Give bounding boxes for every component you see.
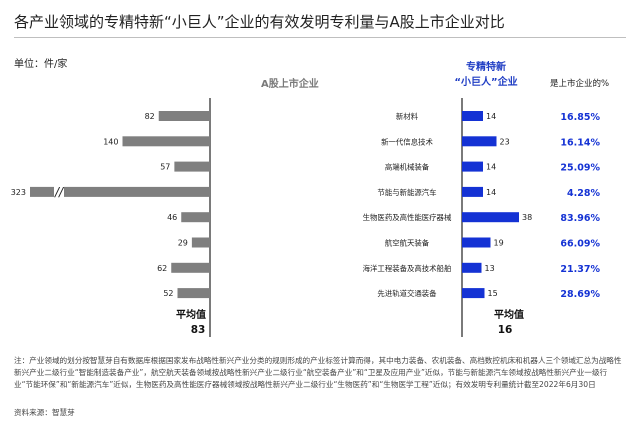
a-share-bar bbox=[174, 161, 210, 172]
sme-bar bbox=[462, 186, 483, 197]
category-label: 海洋工程装备及高技术船舶 bbox=[363, 264, 452, 273]
sme-bar bbox=[462, 161, 483, 172]
sme-value-label: 23 bbox=[500, 137, 510, 146]
category-label: 航空航天装备 bbox=[385, 239, 430, 248]
a-share-average-label: 平均值 bbox=[176, 308, 206, 321]
sme-value-label: 13 bbox=[485, 264, 495, 273]
category-label: 高端机械装备 bbox=[385, 163, 430, 172]
sme-bar bbox=[462, 288, 485, 299]
a-share-bar bbox=[30, 186, 210, 197]
a-share-average-value: 83 bbox=[191, 324, 206, 336]
chart-title: 各产业领域的专精特新“小巨人”企业的有效发明专利量与A股上市企业对比 bbox=[14, 13, 505, 31]
a-share-value-label: 29 bbox=[178, 239, 188, 248]
sme-value-label: 14 bbox=[486, 112, 496, 121]
sme-bar bbox=[462, 111, 483, 121]
sme-average-value: 16 bbox=[498, 324, 513, 336]
sme-value-label: 19 bbox=[494, 239, 504, 248]
sme-bar bbox=[462, 237, 491, 248]
sme-value-label: 14 bbox=[486, 163, 496, 172]
source-note: 资料来源：智慧芽 bbox=[14, 408, 75, 417]
sme-bar bbox=[462, 212, 519, 223]
category-label: 生物医药及高性能医疗器械 bbox=[363, 213, 452, 222]
sme-header-line2: “小巨人”企业 bbox=[454, 77, 518, 88]
unit-label: 单位：件/家 bbox=[14, 59, 68, 70]
sme-value-label: 14 bbox=[486, 188, 496, 197]
a-share-bar bbox=[191, 237, 210, 248]
ratio-value-label: 21.37% bbox=[560, 264, 600, 275]
sme-header-line1: 专精特新 bbox=[466, 62, 506, 73]
a-share-value-label: 52 bbox=[163, 289, 173, 298]
ratio-value-label: 28.69% bbox=[560, 289, 600, 300]
axis-break-mark: // bbox=[54, 185, 65, 199]
a-share-bar bbox=[122, 136, 210, 147]
a-share-bar bbox=[171, 262, 210, 273]
sme-average-label: 平均值 bbox=[494, 308, 524, 321]
sme-bar bbox=[462, 262, 482, 273]
a-share-value-label: 57 bbox=[160, 163, 170, 172]
sme-value-label: 15 bbox=[488, 289, 498, 298]
sme-column-header: 专精特新 “小巨人”企业 bbox=[446, 60, 526, 90]
category-label: 新一代信息技术 bbox=[381, 137, 433, 146]
a-share-value-label: 323 bbox=[11, 188, 26, 197]
category-label: 先进轨道交通装备 bbox=[377, 289, 437, 298]
footnote: 注：产业领域的划分按智慧芽自有数据库根据国家发布战略性新兴产业分类的规则形成的产… bbox=[14, 356, 622, 389]
sme-value-label: 38 bbox=[522, 213, 532, 222]
a-share-value-label: 82 bbox=[145, 112, 155, 121]
a-share-value-label: 140 bbox=[103, 137, 118, 146]
a-share-column-header: A股上市企业 bbox=[261, 79, 319, 90]
ratio-value-label: 4.28% bbox=[567, 188, 600, 199]
ratio-value-label: 66.09% bbox=[560, 239, 600, 250]
ratio-column-header: 是上市企业的% bbox=[550, 79, 610, 89]
category-label: 新材料 bbox=[396, 112, 419, 121]
title-divider bbox=[14, 37, 626, 38]
a-share-bar bbox=[181, 212, 210, 223]
a-share-value-label: 62 bbox=[157, 264, 167, 273]
ratio-value-label: 16.14% bbox=[560, 137, 600, 148]
sme-bar bbox=[462, 136, 497, 147]
a-share-bar bbox=[177, 288, 210, 299]
axis-break-gap bbox=[54, 185, 64, 198]
ratio-value-label: 25.09% bbox=[560, 163, 600, 174]
a-share-value-label: 46 bbox=[167, 213, 177, 222]
a-share-bar bbox=[158, 111, 210, 121]
category-label: 节能与新能源汽车 bbox=[377, 188, 436, 197]
ratio-value-label: 16.85% bbox=[560, 112, 600, 123]
ratio-value-label: 83.96% bbox=[560, 213, 600, 224]
